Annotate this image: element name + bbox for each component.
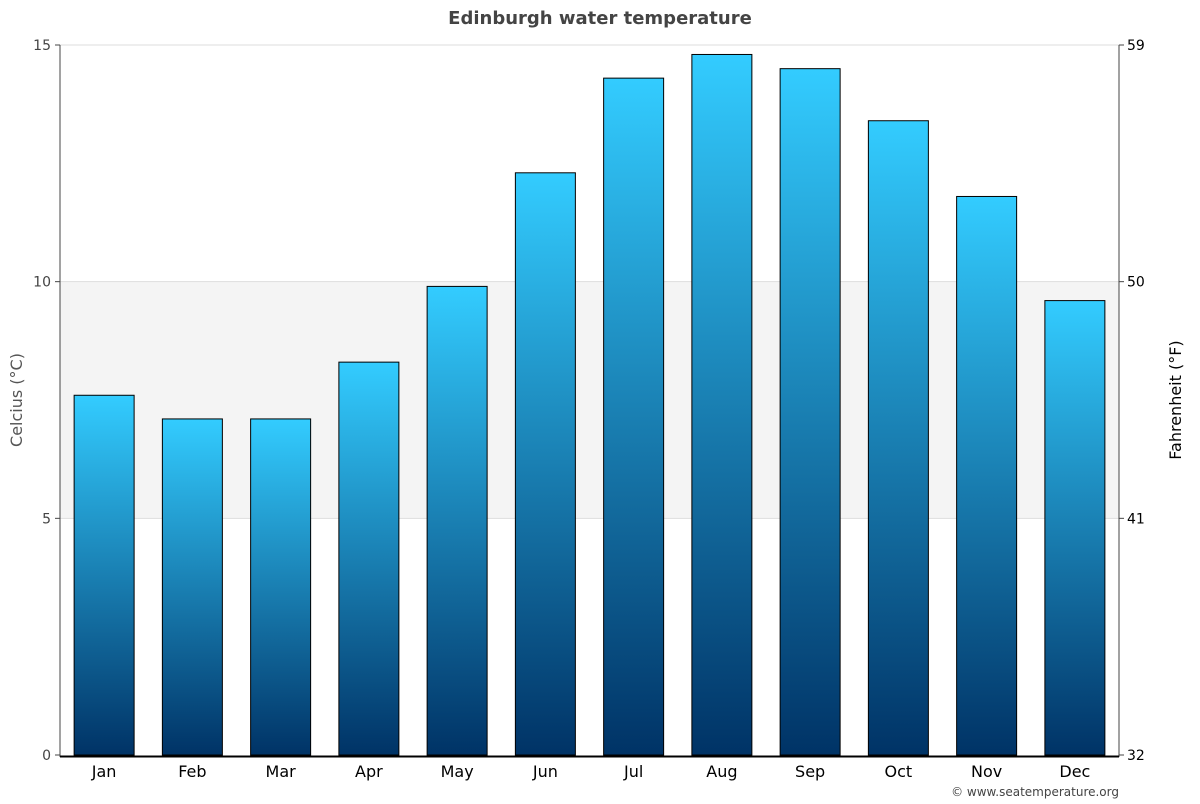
y-tick-label-left: 0: [42, 748, 51, 764]
x-tick-label: Aug: [706, 762, 737, 781]
chart-title: Edinburgh water temperature: [448, 8, 752, 29]
x-tick-label: Dec: [1059, 762, 1090, 781]
credit: © www.seatemperature.org: [951, 785, 1119, 799]
y-axis-label-right: Fahrenheit (°F): [1166, 340, 1185, 459]
x-tick-label: Mar: [266, 762, 297, 781]
bar-jun[interactable]: [514, 172, 576, 756]
bar-jan[interactable]: [73, 394, 135, 756]
y-tick-label-right: 50: [1127, 275, 1145, 291]
x-tick-label: Nov: [971, 762, 1002, 781]
bar-sep[interactable]: [779, 68, 841, 756]
bar-may[interactable]: [426, 285, 488, 756]
bar-oct[interactable]: [867, 120, 929, 756]
x-tick-label: Jun: [532, 762, 558, 781]
y-tick-label-right: 41: [1127, 511, 1145, 527]
bar-aug[interactable]: [691, 53, 753, 756]
x-tick-label: Jul: [623, 762, 643, 781]
bar-apr[interactable]: [338, 361, 400, 756]
bar-mar[interactable]: [250, 418, 312, 756]
x-tick-label: Oct: [885, 762, 913, 781]
y-tick-label-right: 32: [1127, 748, 1145, 764]
bar-nov[interactable]: [956, 195, 1018, 756]
bar-feb[interactable]: [161, 418, 223, 756]
x-tick-label: May: [441, 762, 474, 781]
y-tick-label-left: 10: [33, 275, 51, 291]
shaded-band: [60, 281, 1119, 519]
y-axis-label-left: Celcius (°C): [7, 353, 26, 447]
x-tick-label: Feb: [178, 762, 206, 781]
y-tick-label-left: 5: [42, 511, 51, 527]
bar-dec[interactable]: [1044, 300, 1106, 756]
x-tick-label: Sep: [795, 762, 825, 781]
x-tick-label: Apr: [355, 762, 383, 781]
bar-jul[interactable]: [603, 77, 665, 756]
y-tick-label-right: 59: [1127, 38, 1145, 54]
x-tick-label: Jan: [91, 762, 117, 781]
y-tick-label-left: 15: [33, 38, 51, 54]
